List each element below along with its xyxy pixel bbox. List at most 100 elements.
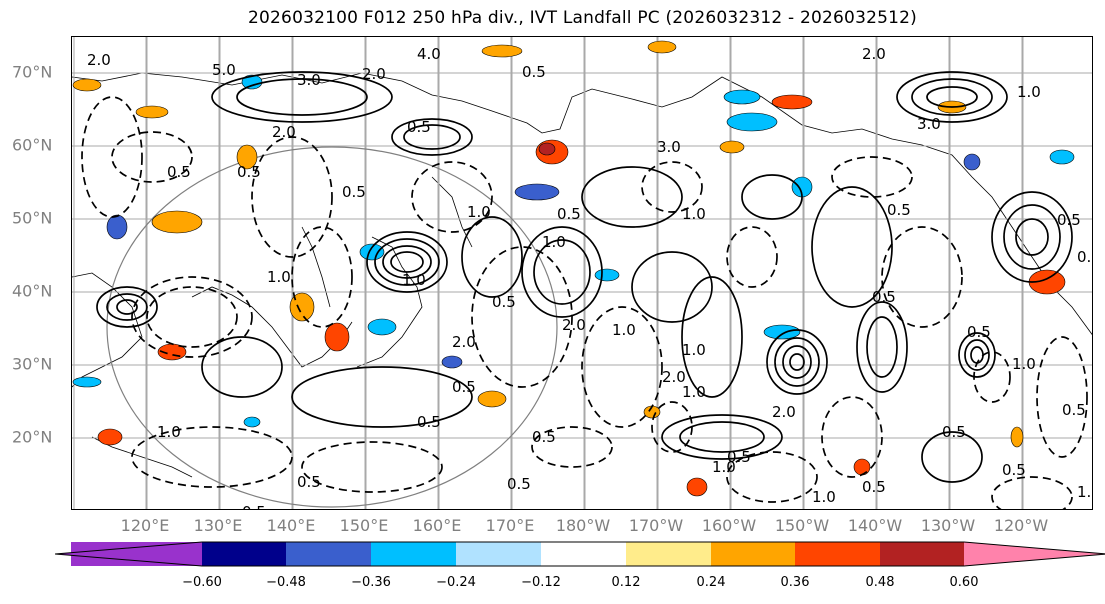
- contour-dashed: [641, 161, 703, 213]
- coastlines: [72, 72, 1092, 478]
- contour-solid: [811, 186, 893, 308]
- contour-label: 0.5: [417, 413, 441, 431]
- contour-label: 0.5: [532, 428, 556, 446]
- colorbar-tick-label: −0.60: [182, 575, 222, 590]
- contour-solid: [789, 353, 805, 371]
- contour-solid: [766, 329, 828, 395]
- colorbar-tick-label: −0.12: [521, 575, 561, 590]
- contour-solid: [116, 299, 138, 315]
- divergence-patch: [324, 322, 350, 352]
- colorbar-cell: [541, 542, 626, 566]
- contour-solid: [106, 293, 148, 321]
- divergence-patch: [481, 44, 523, 58]
- lon-label: 140°W: [847, 516, 903, 535]
- colorbar-cell: [711, 542, 795, 566]
- lon-label: 160°W: [701, 516, 757, 535]
- lon-label: 180°W: [555, 516, 611, 535]
- lon-label: 160°E: [412, 516, 462, 535]
- contour-dashed: [131, 276, 253, 358]
- divergence-patch: [594, 268, 620, 282]
- lon-label: 170°E: [485, 516, 535, 535]
- lat-label: 60°N: [12, 135, 53, 155]
- contour-label: 5.0: [212, 61, 236, 79]
- colorbar-cell: [626, 542, 711, 566]
- divergence-patch: [647, 40, 677, 54]
- contour-solid: [461, 216, 523, 298]
- contour-label: 0.5: [507, 475, 531, 493]
- contour-solid: [958, 332, 996, 378]
- colorbar-cell: [880, 542, 964, 566]
- contour-solid: [631, 251, 713, 323]
- lat-label: 30°N: [12, 354, 53, 374]
- contour-label: 0.5: [297, 473, 321, 491]
- contour-label: 0.5: [887, 201, 911, 219]
- divergence-patch: [441, 355, 463, 369]
- contour-label: 1.0: [612, 321, 636, 339]
- contour-solid: [896, 71, 1008, 123]
- contour-solid: [236, 78, 368, 116]
- contour-label: 2.0: [662, 368, 686, 386]
- contour-solid: [921, 431, 983, 483]
- divergence-patch: [135, 105, 169, 119]
- contour-dashed: [973, 351, 1011, 403]
- colorbar-tick-label: −0.36: [351, 575, 391, 590]
- divergence-patch: [771, 94, 813, 110]
- contour-solid: [1003, 204, 1061, 270]
- colorbar-cell: [371, 542, 456, 566]
- contour-solid: [964, 339, 990, 371]
- divergence-patch: [723, 89, 761, 105]
- map-panel[interactable]: 2.0 4.0 5.0 3.0 2.0 0.5 1.0 2.0 3.0 3.0 2.0 1.0 0.5 2…: [71, 36, 1093, 510]
- divergence-patch: [243, 416, 261, 428]
- contour-solid: [782, 345, 812, 379]
- contour-solid: [774, 337, 820, 387]
- contour-solid: [926, 86, 978, 108]
- contour-label: 0.5: [1077, 248, 1093, 266]
- contour-label: 1.0: [712, 458, 736, 476]
- divergence-patch: [367, 318, 397, 336]
- contour-label: 0.5: [862, 478, 886, 496]
- contour-dashed: [411, 161, 493, 233]
- contour-label: 0.5: [167, 163, 191, 181]
- lon-label: 150°W: [774, 516, 830, 535]
- contour-solid: [211, 71, 393, 123]
- divergence-patch: [151, 210, 203, 234]
- contour-dashed: [111, 131, 193, 183]
- divergence-patch: [477, 390, 507, 408]
- colorbar-cell: [286, 542, 371, 566]
- contour-dashed: [831, 156, 913, 198]
- contour-label: 0.5: [1057, 211, 1081, 229]
- contour-label: 2.0: [87, 51, 111, 69]
- contour-solid: [390, 251, 424, 273]
- contour-label: 0.5: [1002, 461, 1026, 479]
- contour-label: 1.0: [267, 268, 291, 286]
- lon-label: 130°W: [920, 516, 976, 535]
- contour-label: 1.0: [812, 488, 836, 506]
- contour-dashed: [291, 226, 353, 328]
- contour-solid: [741, 174, 803, 220]
- colorbar-cell: [964, 542, 1105, 566]
- contour-dashed: [651, 401, 693, 453]
- divergence-patch: [359, 243, 385, 261]
- contour-solid: [366, 231, 448, 293]
- contour-solid: [970, 346, 984, 364]
- colorbar-tick-label: 0.12: [611, 575, 641, 590]
- contour-label: 1.0: [542, 233, 566, 251]
- contour-label: 2.0: [452, 333, 476, 351]
- contour-solid: [856, 301, 908, 393]
- graticule: [72, 37, 1092, 509]
- contour-label: 2.0: [362, 65, 386, 83]
- divergence-patch: [289, 292, 315, 322]
- map-canvas: 2.0 4.05.03.0 2.0 0.51.02.03.03.02.01.00.52…: [72, 37, 1093, 509]
- divergence-patch: [726, 112, 778, 132]
- contour-dashed: [726, 226, 778, 288]
- contour-label: 1.0: [682, 341, 706, 359]
- contour-label: 3.0: [297, 71, 321, 89]
- contour-solid: [96, 286, 158, 328]
- contour-label: 1.0: [682, 383, 706, 401]
- contour-label: 0.5: [237, 163, 261, 181]
- divergence-patch: [719, 140, 745, 154]
- contour-solid: [374, 238, 440, 286]
- lon-label: 170°W: [628, 516, 684, 535]
- contour-solid: [911, 78, 993, 116]
- contour-label: 0.5: [557, 205, 581, 223]
